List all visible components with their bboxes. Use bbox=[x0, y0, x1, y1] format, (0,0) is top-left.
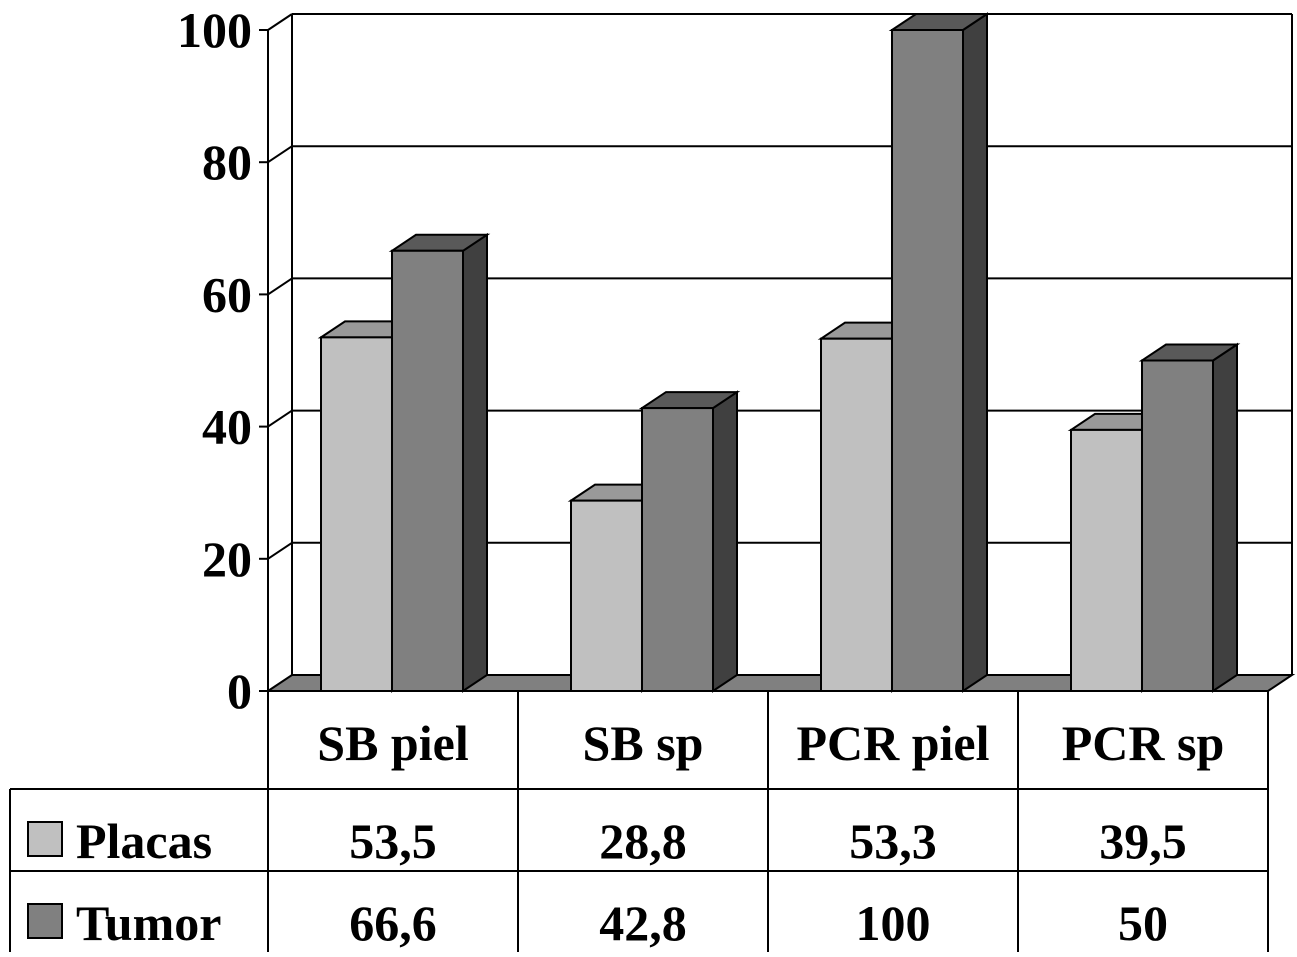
data-label: 50 bbox=[1118, 895, 1168, 951]
data-label: 53,5 bbox=[349, 813, 437, 869]
data-label: 53,3 bbox=[849, 813, 937, 869]
legend-label-placas: Placas bbox=[76, 813, 212, 869]
y-tick-label: 20 bbox=[202, 531, 252, 587]
bar-front bbox=[820, 337, 893, 692]
gridline-side bbox=[267, 13, 293, 31]
bar-front bbox=[320, 336, 393, 692]
y-tick-label: 100 bbox=[177, 2, 252, 58]
bar-front bbox=[891, 29, 964, 692]
legend-label-tumor: Tumor bbox=[76, 895, 221, 951]
bars bbox=[317, 12, 1241, 693]
bar-side bbox=[712, 390, 738, 693]
data-label: 42,8 bbox=[599, 895, 687, 951]
bar-tumor bbox=[1138, 342, 1241, 693]
x-category-label: PCR sp bbox=[1062, 715, 1225, 771]
data-label: 66,6 bbox=[349, 895, 437, 951]
bar-front bbox=[1070, 428, 1143, 692]
bar-tumor bbox=[388, 232, 491, 693]
x-category-label: PCR piel bbox=[796, 715, 989, 771]
gridline-side bbox=[267, 145, 293, 164]
y-tick-label: 0 bbox=[227, 663, 252, 719]
data-label: 28,8 bbox=[599, 813, 687, 869]
gridline-side bbox=[267, 409, 293, 428]
bar-front bbox=[391, 249, 464, 693]
bar-side bbox=[462, 232, 488, 693]
y-tick-label: 80 bbox=[202, 134, 252, 190]
gridline-side bbox=[267, 277, 293, 296]
bar-front bbox=[1141, 359, 1214, 692]
gridline-side bbox=[267, 541, 293, 560]
bar-front bbox=[570, 499, 643, 692]
y-tick-label: 60 bbox=[202, 266, 252, 322]
bar-tumor bbox=[638, 390, 741, 693]
bar-side bbox=[962, 12, 988, 693]
x-category-label: SB sp bbox=[583, 715, 704, 771]
x-category-label: SB piel bbox=[317, 715, 469, 771]
bar-tumor bbox=[888, 12, 991, 693]
bar-side bbox=[1212, 342, 1238, 693]
legend-key-placas bbox=[27, 821, 63, 857]
data-label: 39,5 bbox=[1099, 813, 1187, 869]
data-label: 100 bbox=[856, 895, 931, 951]
y-axis: 0 20 40 60 80 100 bbox=[177, 2, 269, 719]
y-tick-label: 40 bbox=[202, 399, 252, 455]
data-table: SB piel SB sp PCR piel PCR sp Placas 53,5 28,8… bbox=[9, 691, 1269, 952]
legend-key-tumor bbox=[27, 903, 63, 939]
bar-front bbox=[641, 407, 714, 692]
